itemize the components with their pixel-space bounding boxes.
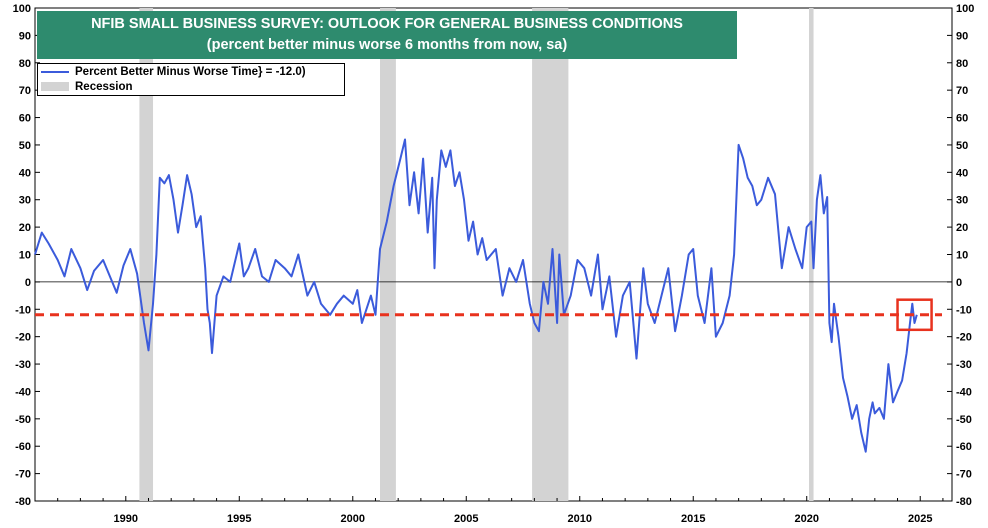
y-tick-label-right: -20 — [956, 332, 972, 344]
y-tick-label-right: -70 — [956, 469, 972, 481]
x-tick-label: 2000 — [341, 513, 365, 525]
x-tick-label: 2015 — [681, 513, 705, 525]
recession-band-0 — [139, 8, 154, 501]
y-tick-label-right: 60 — [956, 113, 968, 125]
y-tick-label-right: 50 — [956, 140, 968, 152]
chart-title-box: NFIB SMALL BUSINESS SURVEY: OUTLOOK FOR … — [37, 11, 737, 59]
x-tick-labels: 1990 1995 2000 2005 2010 2015 2020 2025 — [114, 513, 933, 525]
y-tick-label-left: 20 — [19, 222, 31, 234]
y-tick-label-left: 90 — [19, 30, 31, 42]
y-tick-label-left: -70 — [15, 469, 31, 481]
recession-band-1 — [380, 8, 396, 501]
y-tick-label-left: 40 — [19, 167, 31, 179]
y-tick-label-right: -40 — [956, 386, 972, 398]
y-tick-label-left: 80 — [19, 58, 31, 70]
y-tick-label-right: 70 — [956, 85, 968, 97]
tick-layer — [34, 7, 952, 502]
legend-recession-swatch — [41, 82, 69, 91]
y-tick-label-right: -50 — [956, 414, 972, 426]
x-tick-label: 1990 — [114, 513, 138, 525]
y-tick-label-right: -30 — [956, 359, 972, 371]
x-tick-label: 1995 — [227, 513, 251, 525]
y-tick-label-right: 20 — [956, 222, 968, 234]
chart-subtitle: (percent better minus worse 6 months fro… — [206, 37, 568, 53]
y-tick-label-left: -20 — [15, 332, 31, 344]
y-tick-label-left: -60 — [15, 441, 31, 453]
y-tick-label-right: 80 — [956, 58, 968, 70]
y-tick-label-right: 30 — [956, 195, 968, 207]
y-tick-label-left: 50 — [19, 140, 31, 152]
legend-item-recession: Recession — [38, 79, 344, 94]
y-tick-label-left: -50 — [15, 414, 31, 426]
legend-recession-label: Recession — [75, 80, 133, 93]
recession-band-2 — [532, 8, 569, 501]
y-tick-label-left: 60 — [19, 113, 31, 125]
y-tick-label-left: -40 — [15, 386, 31, 398]
legend-series-label: Percent Better Minus Worse Time} = -12.0… — [75, 65, 306, 78]
y-tick-label-right: 100 — [956, 3, 974, 15]
x-tick-label: 2005 — [454, 513, 478, 525]
y-tick-label-left: -10 — [15, 304, 31, 316]
reference-layer — [35, 298, 942, 332]
legend-item-series: Percent Better Minus Worse Time} = -12.0… — [38, 64, 344, 79]
recession-band-3 — [809, 8, 814, 501]
chart-title: NFIB SMALL BUSINESS SURVEY: OUTLOOK FOR … — [91, 16, 683, 32]
y-tick-label-right: -10 — [956, 304, 972, 316]
legend-line-swatch — [41, 70, 69, 73]
y-tick-label-right: -60 — [956, 441, 972, 453]
recession-layer — [139, 8, 814, 501]
y-tick-label-right: 0 — [956, 277, 962, 289]
highlight-box — [896, 298, 933, 332]
x-tick-label: 2025 — [908, 513, 932, 525]
y-tick-label-right: 40 — [956, 167, 968, 179]
y-tick-label-left: 30 — [19, 195, 31, 207]
y-tick-label-left: 70 — [19, 85, 31, 97]
y-tick-label-left: 0 — [25, 277, 31, 289]
y-tick-label-left: 100 — [13, 3, 31, 15]
y-tick-label-right: -80 — [956, 496, 972, 508]
series-layer — [34, 138, 918, 453]
y-tick-label-left: -80 — [15, 496, 31, 508]
y-tick-label-left: 10 — [19, 250, 31, 262]
x-tick-label: 2010 — [568, 513, 592, 525]
y-tick-label-right: 90 — [956, 30, 968, 42]
series-line-0 — [34, 138, 918, 453]
y-tick-label-right: 10 — [956, 250, 968, 262]
legend: Percent Better Minus Worse Time} = -12.0… — [37, 63, 345, 96]
y-tick-label-left: -30 — [15, 359, 31, 371]
x-tick-label: 2020 — [794, 513, 818, 525]
